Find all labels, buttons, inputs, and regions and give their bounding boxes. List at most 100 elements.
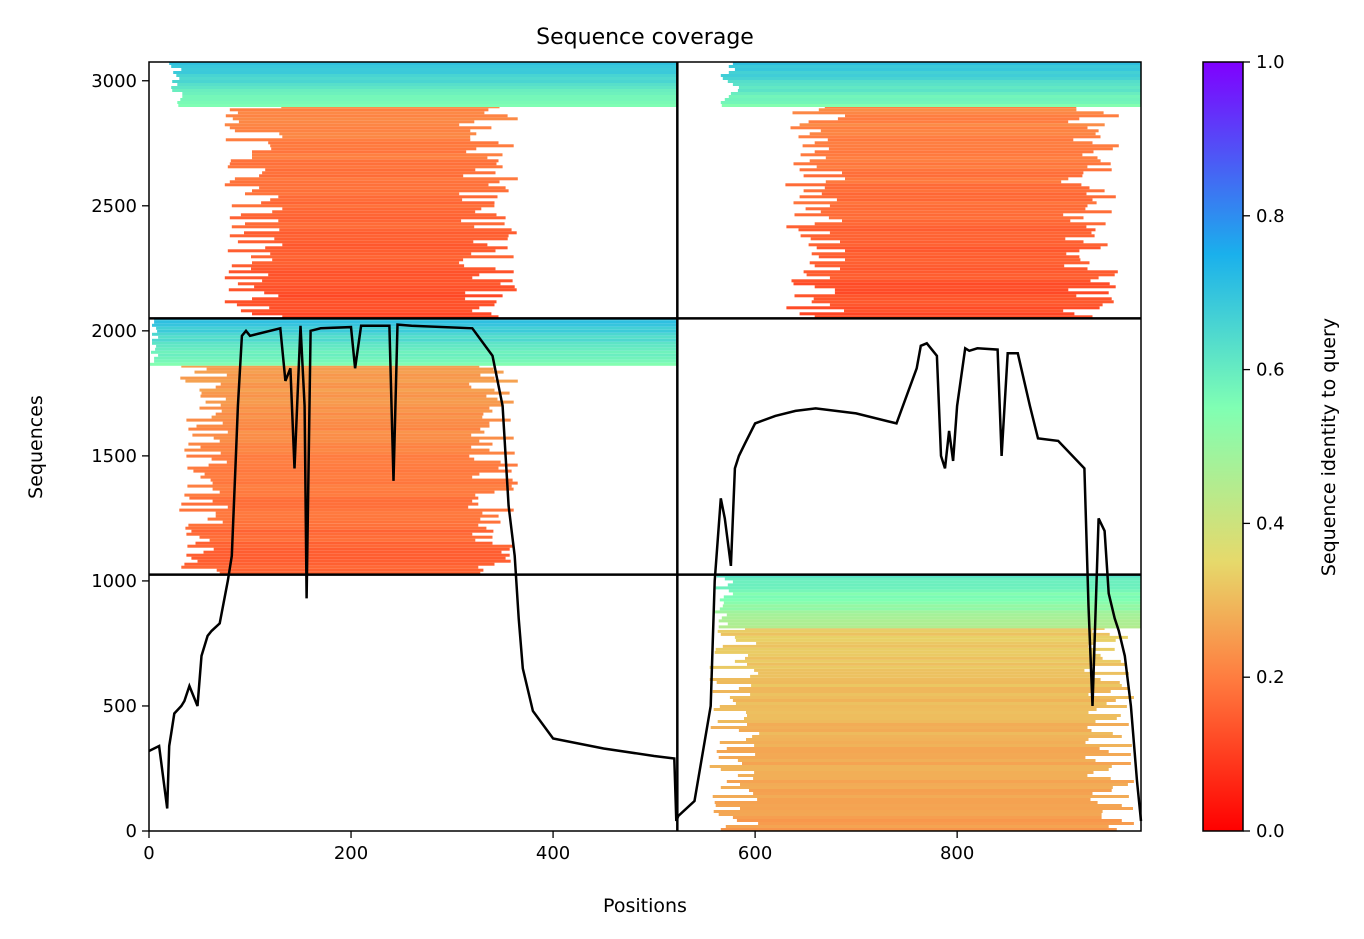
heatmap-cell-6 xyxy=(182,95,678,98)
heatmap-cell-340 xyxy=(734,635,1128,639)
heatmap-cell-135 xyxy=(809,159,1101,163)
heatmap-cell-165 xyxy=(845,114,1119,118)
heatmap-cell-229 xyxy=(184,448,490,452)
cbar-tick-label-0: 0.0 xyxy=(1256,821,1285,842)
heatmap-cell-216 xyxy=(212,487,514,491)
heatmap-cell-338 xyxy=(756,641,1096,645)
heatmap-cell-159 xyxy=(799,123,1105,127)
heatmap-cell-66 xyxy=(252,261,460,265)
heatmap-cell-109 xyxy=(836,198,1093,202)
heatmap-cell-146 xyxy=(268,141,499,145)
heatmap-cell-207 xyxy=(215,514,499,518)
heatmap-cell-183 xyxy=(157,329,678,333)
heatmap-cell-139 xyxy=(800,153,1083,157)
heatmap-cell-247 xyxy=(200,394,487,398)
heatmap-cell-39 xyxy=(829,303,1103,307)
heatmap-cell-91 xyxy=(786,225,1087,229)
heatmap-cell-225 xyxy=(226,460,501,464)
heatmap-cell-103 xyxy=(805,207,1086,211)
heatmap-cell-128 xyxy=(265,168,476,172)
heatmap-cell-228 xyxy=(220,451,515,455)
heatmap-cell-275 xyxy=(716,574,1141,578)
heatmap-cell-221 xyxy=(204,472,480,476)
heatmap-cell-342 xyxy=(717,629,1093,633)
heatmap-cell-35 xyxy=(844,309,1064,313)
heatmap-cell-173 xyxy=(154,359,678,363)
heatmap-cell-277 xyxy=(725,825,1109,828)
heatmap-cell-151 xyxy=(798,135,1101,139)
heatmap-cell-78 xyxy=(282,243,488,247)
heatmap-cell-280 xyxy=(732,816,1102,819)
heatmap-cell-322 xyxy=(712,690,1111,693)
heatmap-cell-150 xyxy=(282,135,471,139)
heatmap-cell-333 xyxy=(745,656,1103,660)
heatmap-cell-102 xyxy=(282,207,482,211)
x-axis-label: Positions xyxy=(603,895,687,917)
heatmap-cell-319 xyxy=(732,699,1116,702)
heatmap-cell-94 xyxy=(278,219,462,223)
heatmap-cell-265 xyxy=(722,604,1141,608)
heatmap-cell-323 xyxy=(738,687,1129,690)
heatmap-cell-289 xyxy=(749,789,1112,792)
heatmap-cell-196 xyxy=(213,547,510,551)
heatmap-cell-186 xyxy=(154,320,678,324)
heatmap-cell-195 xyxy=(203,550,502,554)
heatmap-cell-136 xyxy=(252,156,488,160)
heatmap-cell-250 xyxy=(215,385,472,389)
heatmap-cell-266 xyxy=(723,601,1141,605)
heatmap-cell-90 xyxy=(231,225,475,229)
heatmap-cell-304 xyxy=(754,744,1132,747)
heatmap-cell-258 xyxy=(718,625,1141,629)
heatmap-cell-329 xyxy=(754,668,1085,672)
heatmap-cell-48 xyxy=(228,288,517,292)
heatmap-cell-201 xyxy=(186,532,473,536)
heatmap-cell-234 xyxy=(192,433,472,437)
heatmap-cell-306 xyxy=(746,738,1089,741)
heatmap-cell-68 xyxy=(272,258,464,262)
heatmap-cell-21 xyxy=(720,74,1141,77)
heatmap-cell-75 xyxy=(845,249,1080,253)
heatmap-cell-108 xyxy=(270,198,463,202)
heatmap-cell-141 xyxy=(814,150,1094,154)
heatmap-cell-138 xyxy=(252,153,503,157)
heatmap-cell-153 xyxy=(809,132,1096,136)
heatmap-cell-276 xyxy=(720,828,1117,831)
heatmap-cell-119 xyxy=(785,183,1082,187)
heatmap-cell-283 xyxy=(740,807,1133,810)
heatmap-cell-220 xyxy=(200,475,473,479)
heatmap-cell-312 xyxy=(717,720,1096,723)
heatmap-cell-132 xyxy=(229,162,497,166)
heatmap-cell-193 xyxy=(191,556,506,560)
y-tick-label-2: 1000 xyxy=(91,571,137,592)
heatmap-cell-222 xyxy=(193,469,512,473)
heatmap-cell-205 xyxy=(222,520,501,524)
heatmap-cell-41 xyxy=(811,300,1114,304)
heatmap-cell-212 xyxy=(212,499,473,503)
heatmap-cell-243 xyxy=(199,406,490,410)
heatmap-cell-224 xyxy=(208,463,518,467)
heatmap-cell-227 xyxy=(186,454,470,458)
heatmap-cell-11 xyxy=(737,89,1141,92)
heatmap-cell-327 xyxy=(750,674,1094,678)
heatmap-cell-311 xyxy=(747,723,1129,726)
heatmap-cell-29 xyxy=(732,62,1141,65)
heatmap-cell-328 xyxy=(758,671,1129,675)
heatmap-cell-106 xyxy=(261,201,495,205)
heatmap-cell-160 xyxy=(238,120,475,124)
heatmap-cell-53 xyxy=(793,282,1110,286)
heatmap-cell-74 xyxy=(227,249,496,253)
heatmap-cell-126 xyxy=(262,171,496,175)
heatmap-cell-313 xyxy=(744,717,1117,720)
heatmap-cell-111 xyxy=(799,195,1116,199)
heatmap-cell-269 xyxy=(732,592,1141,596)
heatmap-cell-218 xyxy=(212,481,518,485)
y-tick-label-0: 0 xyxy=(126,821,137,842)
heatmap-cell-158 xyxy=(224,123,460,127)
heatmap-cell-118 xyxy=(224,183,489,187)
heatmap-cell-274 xyxy=(724,577,1141,581)
heatmap-cell-104 xyxy=(231,204,495,208)
heatmap-cell-13 xyxy=(738,86,1141,89)
heatmap-cell-154 xyxy=(234,129,471,133)
heatmap-cell-93 xyxy=(814,222,1106,226)
x-tick-label-4: 800 xyxy=(940,843,974,864)
